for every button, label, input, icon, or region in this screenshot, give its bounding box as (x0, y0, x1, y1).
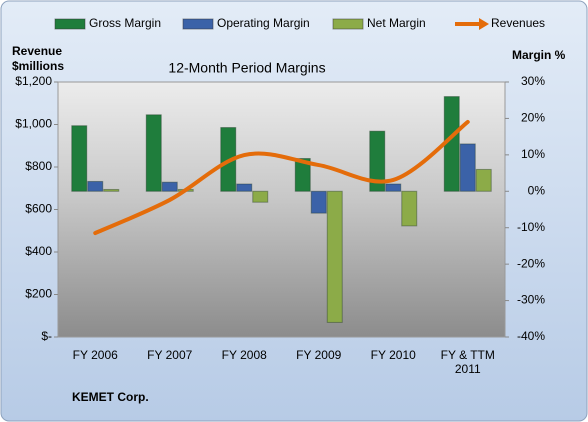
y-axis-title: Revenue (12, 44, 62, 58)
bar (161, 181, 178, 192)
bar (236, 183, 253, 192)
x-tick-label: FY & TTM 2011 (440, 348, 495, 376)
legend-swatch (479, 18, 489, 30)
x-tick-label: FY 2006 (72, 348, 118, 362)
legend-swatch (54, 18, 86, 30)
y2-tick-label: 20% (521, 111, 545, 125)
legend-label: Operating Margin (217, 16, 310, 30)
bar (103, 188, 120, 192)
y-tick-label: $600 (25, 202, 52, 216)
bar (326, 190, 343, 323)
bar (310, 190, 327, 214)
legend-label: Gross Margin (89, 16, 161, 30)
y2-tick-label: 30% (521, 74, 545, 88)
y2-tick-label: -10% (517, 220, 545, 234)
legend-label: Net Margin (367, 16, 426, 30)
line (93, 119, 470, 236)
y2-tick-label: -20% (517, 256, 545, 270)
legend-swatch (182, 18, 214, 30)
y2-axis-title: Margin % (512, 48, 566, 62)
bar (294, 158, 311, 192)
legend-swatch (332, 18, 364, 30)
bar (475, 168, 492, 192)
y-tick-label: $800 (25, 159, 52, 173)
footer: KEMET Corp. (72, 390, 149, 404)
y2-tick-label: -40% (517, 329, 545, 343)
y-tick-label: $200 (25, 287, 52, 301)
y2-tick-label: 0% (528, 183, 546, 197)
y-tick-label: $1,200 (15, 74, 52, 88)
bar (71, 125, 88, 192)
y2-tick-label: -30% (517, 293, 545, 307)
bar (401, 190, 418, 227)
bar (87, 180, 104, 192)
y-tick-label: $- (41, 329, 52, 343)
bar (252, 190, 269, 203)
chart-title: 12-Month Period Margins (168, 60, 325, 76)
y2-tick-label: 10% (521, 147, 545, 161)
x-tick-label: FY 2007 (147, 348, 193, 362)
x-tick-label: FY 2008 (221, 348, 267, 362)
x-tick-label: FY 2009 (296, 348, 342, 362)
x-tick-label: FY 2010 (370, 348, 416, 362)
bar (385, 183, 402, 192)
legend-label: Revenues (491, 16, 545, 30)
y-tick-label: $400 (25, 244, 52, 258)
plot-area (57, 81, 506, 338)
y-tick-label: $1,000 (15, 117, 52, 131)
y-axis-title: $millions (12, 59, 64, 73)
bar (369, 130, 386, 192)
bar (459, 143, 476, 192)
bar (145, 114, 162, 192)
